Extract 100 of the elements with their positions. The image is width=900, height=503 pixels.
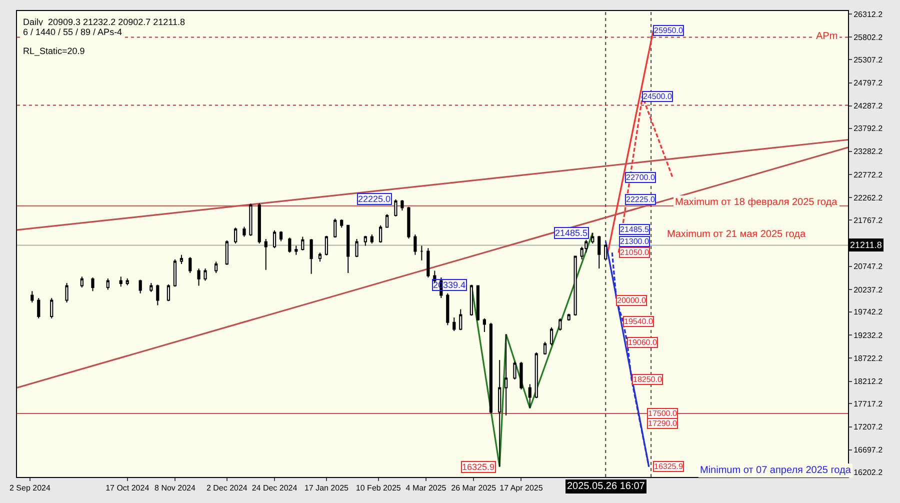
candlestick — [550, 326, 554, 346]
candlestick — [119, 276, 122, 288]
y-tick-label: 26312.2 — [854, 10, 884, 19]
candlestick — [334, 218, 337, 238]
candlestick — [470, 284, 474, 316]
annotation: Maximum от 21 мая 2025 года — [667, 229, 806, 240]
candlestick — [65, 282, 68, 303]
candlestick — [318, 252, 322, 262]
annotation: Maximum от 18 февраля 2025 года — [675, 197, 838, 208]
annotation: 22700.0 — [626, 173, 656, 182]
candlestick — [180, 254, 184, 264]
candlestick — [394, 198, 398, 217]
y-tick-label: 25307.2 — [854, 55, 884, 64]
candlestick — [340, 219, 344, 228]
annotation: 18250.0 — [633, 375, 662, 384]
candlestick — [420, 245, 424, 261]
annotation: 21485.5 — [555, 228, 588, 238]
x-tick-label: 17 Apr 2025 — [500, 484, 544, 493]
candlestick — [414, 234, 417, 256]
candlestick — [489, 322, 492, 414]
candlestick — [543, 341, 547, 356]
candlestick — [452, 316, 456, 332]
candlestick — [91, 277, 94, 292]
y-tick-label: 21767.2 — [854, 216, 884, 225]
candlestick — [364, 235, 367, 246]
annotation: 20000.0 — [617, 296, 646, 305]
y-tick-label: 24287.2 — [854, 102, 884, 111]
x-tick-label: 26 Mar 2025 — [451, 484, 497, 493]
candlestick — [225, 240, 228, 266]
candlestick — [324, 235, 328, 256]
y-tick-label: 19742.2 — [854, 308, 884, 317]
candlestick — [188, 256, 192, 274]
x-tick-label: 4 Mar 2025 — [406, 484, 447, 493]
candlestick — [504, 334, 508, 416]
candlestick — [30, 290, 34, 303]
y-tick-label: 18722.2 — [854, 354, 884, 363]
x-tick-label: 17 Oct 2024 — [106, 484, 150, 493]
annotation: 21300.0 — [620, 237, 650, 246]
candlestick — [126, 278, 129, 286]
candlestick — [264, 238, 268, 270]
y-tick-label: 23282.2 — [854, 147, 884, 156]
annotation: 16325.9 — [462, 462, 495, 472]
candlestick — [279, 230, 283, 242]
y-tick-label: 22262.2 — [854, 193, 884, 202]
candlestick — [513, 360, 516, 380]
candlestick — [520, 361, 523, 390]
candlestick — [476, 284, 480, 322]
candlestick — [534, 352, 538, 399]
candlestick — [294, 245, 298, 256]
candlestick — [50, 297, 54, 319]
y-tick-label: 18212.2 — [854, 377, 884, 386]
annotation: RL_Static=20.9 — [23, 46, 85, 56]
x-tick-label: 10 Feb 2025 — [356, 484, 402, 493]
y-tick-label: 23792.2 — [854, 124, 884, 134]
candlestick — [166, 284, 170, 302]
x-tick-label: 2 Dec 2024 — [206, 484, 248, 493]
y-tick-label: 17207.2 — [854, 422, 884, 432]
candlestick — [310, 238, 313, 274]
candlestick — [558, 318, 562, 332]
x-tick-label: 24 Dec 2024 — [252, 484, 298, 493]
candlestick — [234, 227, 238, 244]
annotation: Minimum от 07 апреля 2025 года — [700, 465, 852, 476]
y-tick-label: 20237.2 — [854, 285, 884, 294]
candlestick — [242, 226, 246, 238]
y-tick-label: 20747.2 — [854, 262, 884, 272]
candlestick — [197, 268, 200, 286]
annotation: 6 / 1440 / 55 / 89 / APs-4 — [23, 27, 122, 37]
candlestick — [567, 313, 570, 322]
annotation: 22225.0 — [626, 195, 656, 204]
annotation: 25950.0 — [654, 26, 684, 35]
candlestick — [574, 255, 577, 316]
candlestick — [80, 276, 84, 288]
annotation: 17290.0 — [648, 419, 678, 428]
candlestick — [301, 236, 304, 251]
candlestick — [346, 224, 350, 274]
candlestick — [528, 384, 532, 409]
annotation: 17500.0 — [648, 409, 678, 418]
candlestick — [355, 238, 358, 258]
candlestick — [446, 292, 450, 326]
y-tick-label: 17717.2 — [854, 399, 884, 408]
y-tick-label: 16202.2 — [854, 468, 884, 478]
candlestick — [370, 234, 374, 244]
candlestick — [498, 360, 502, 468]
annotation: 22225.0 — [358, 194, 391, 204]
candlestick — [459, 308, 462, 331]
candlestick — [591, 232, 594, 244]
candlestick — [106, 278, 110, 290]
annotation: 21485.5 — [620, 225, 650, 234]
annotation: 19540.0 — [624, 317, 654, 326]
y-tick-label: 25802.2 — [854, 32, 884, 42]
candlestick — [258, 202, 261, 244]
candlestick — [604, 244, 608, 260]
candlestick — [598, 235, 601, 269]
candlestick — [173, 258, 177, 288]
annotation: 19060.0 — [628, 338, 658, 347]
candlestick — [426, 248, 430, 278]
annotation: 21050.0 — [620, 248, 650, 257]
candlestick — [400, 200, 404, 211]
candlestick — [482, 318, 486, 332]
y-tick-label: 22772.2 — [854, 170, 884, 180]
